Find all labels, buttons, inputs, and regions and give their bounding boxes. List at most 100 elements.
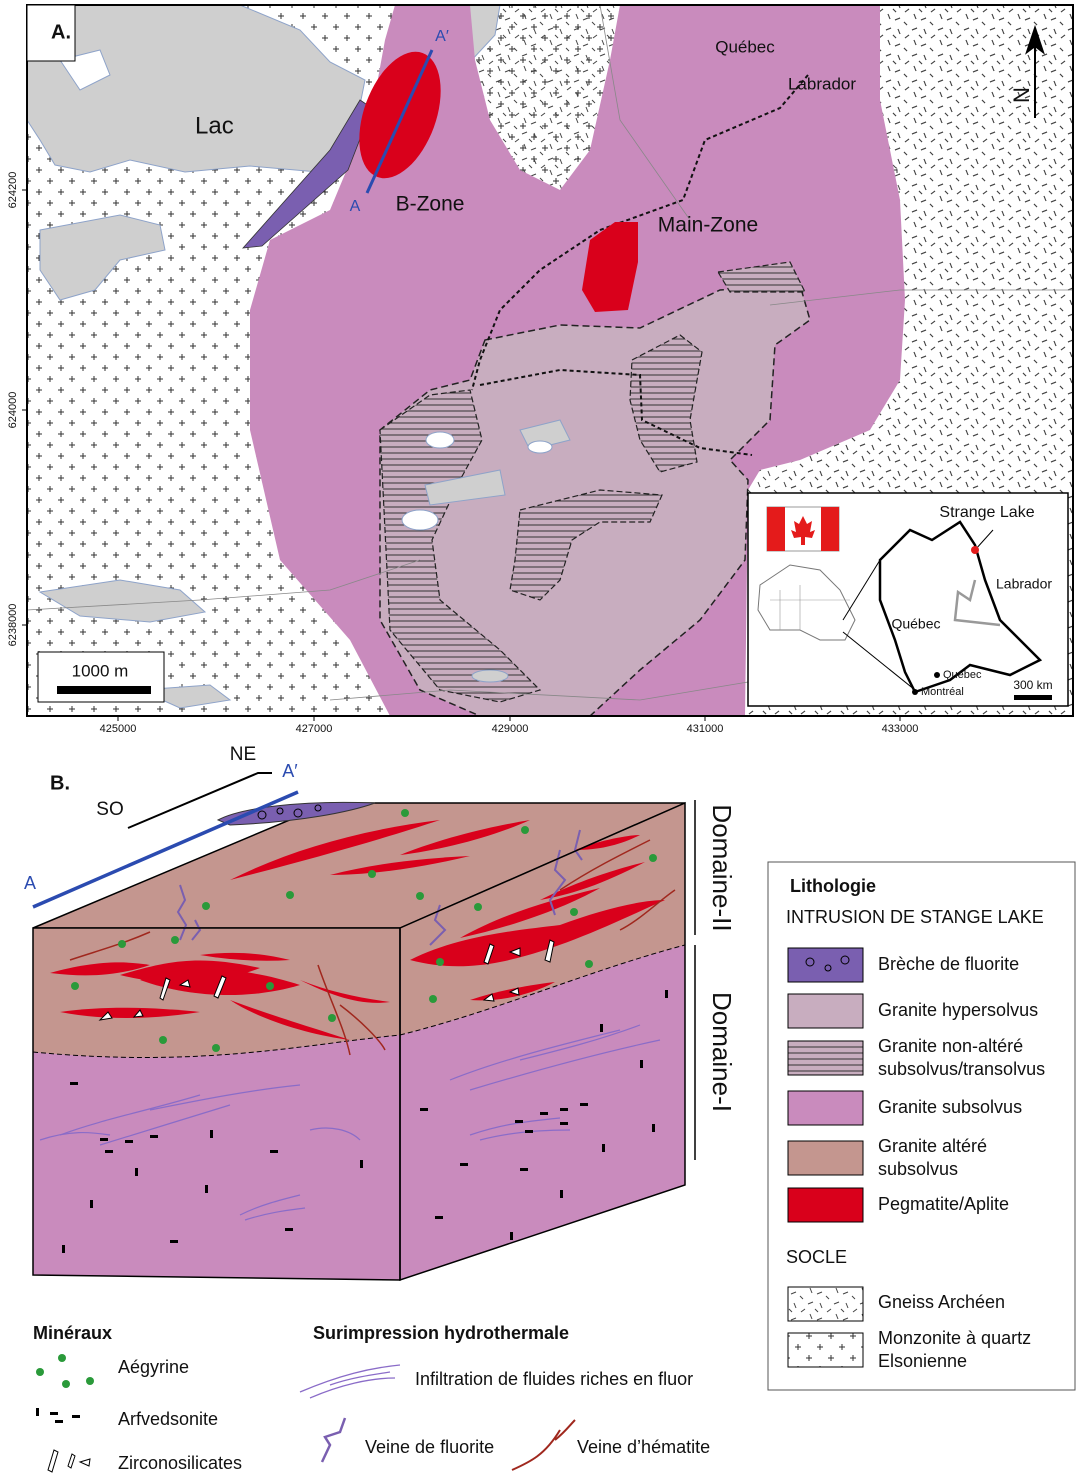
block-diagram-g-rect xyxy=(602,1144,605,1152)
key-title: Surimpression hydrothermale xyxy=(313,1323,569,1343)
legend-label: Pegmatite/Aplite xyxy=(878,1194,1009,1214)
block-diagram-g-rect xyxy=(420,1108,428,1111)
legend-g-rect xyxy=(788,1333,863,1367)
block-diagram-g-rect xyxy=(560,1122,568,1125)
block-diagram-g-rect xyxy=(560,1108,568,1111)
zone-label: B-Zone xyxy=(396,193,465,216)
map-circle xyxy=(971,546,979,554)
legend-g-rect xyxy=(788,1188,863,1222)
legend-label: subsolvus xyxy=(878,1159,958,1179)
x-coordinate: 427000 xyxy=(296,723,333,735)
map-rect xyxy=(821,507,839,551)
block-diagram-g-rect xyxy=(62,1245,65,1253)
symbol-key-g-polygon xyxy=(48,1450,58,1472)
map: A. Lac B-Zone Main-Zone Québec Labrador … xyxy=(7,5,1073,735)
legend-label: Brèche de fluorite xyxy=(878,954,1019,974)
y-coordinate: 624000 xyxy=(7,392,19,429)
symbol-key-g-circle xyxy=(62,1380,70,1388)
symbol-key-g-polygon xyxy=(68,1454,75,1468)
legend-label: subsolvus/transolvus xyxy=(878,1059,1045,1079)
legend-label: Granite hypersolvus xyxy=(878,1000,1038,1020)
region-label: Labrador xyxy=(788,74,856,93)
block-diagram: B. NE SO A A′ Domaine-II Domaine-I xyxy=(24,744,737,1280)
map-rect xyxy=(1014,695,1052,700)
direction-label: SO xyxy=(96,799,123,820)
legend: Lithologie INTRUSION DE STANGE LAKE Brèc… xyxy=(768,862,1075,1390)
block-diagram-g-circle xyxy=(436,958,444,966)
block-diagram-g-circle xyxy=(585,960,593,968)
legend-g-rect xyxy=(788,1091,863,1125)
key-label: Aégyrine xyxy=(118,1357,189,1377)
legend-label: Granite altéré xyxy=(878,1136,987,1156)
block-diagram-g-rect xyxy=(580,1103,588,1106)
x-coordinate: 433000 xyxy=(882,723,919,735)
block-diagram-g-circle xyxy=(570,908,578,916)
legend-heading: INTRUSION DE STANGE LAKE xyxy=(786,907,1044,927)
panel-label: A. xyxy=(51,21,71,43)
domain-label: Domaine-II xyxy=(707,804,737,931)
block-diagram-g-circle xyxy=(328,1014,336,1022)
inset-label: 300 km xyxy=(1013,678,1052,692)
lake-label: Lac xyxy=(195,112,234,139)
inset-label: Québec xyxy=(891,616,940,632)
legend-label: Gneiss Archéen xyxy=(878,1292,1005,1312)
legend-g-rect xyxy=(788,948,863,982)
block-diagram-g-circle xyxy=(71,982,79,990)
key-label: Veine d’hématite xyxy=(577,1437,710,1457)
block-diagram-g-rect xyxy=(205,1185,208,1193)
symbol-key-g-circle xyxy=(58,1354,66,1362)
section-label: A xyxy=(350,198,361,215)
legend-label: Granite subsolvus xyxy=(878,1097,1022,1117)
block-diagram-g-rect xyxy=(285,1228,293,1231)
symbol-key-path xyxy=(322,1418,345,1462)
x-coordinate: 429000 xyxy=(492,723,529,735)
legend-label: Granite non-altéré xyxy=(878,1036,1023,1056)
block-diagram-g-circle xyxy=(171,936,179,944)
block-diagram-g-rect xyxy=(105,1150,113,1153)
legend-g xyxy=(788,948,863,1367)
block-diagram-g-circle xyxy=(649,854,657,862)
legend-label: Monzonite à quartz xyxy=(878,1328,1031,1348)
symbol-key-g-rect xyxy=(36,1408,39,1416)
block-diagram-g-rect xyxy=(125,1140,133,1143)
symbol-key-g xyxy=(48,1450,90,1472)
block-diagram-g-circle xyxy=(401,809,409,817)
block-diagram-g-circle xyxy=(202,902,210,910)
symbol-key-g-circle xyxy=(36,1368,44,1376)
region-label: Québec xyxy=(715,37,775,56)
key-label: Zirconosilicates xyxy=(118,1453,242,1473)
block-diagram-g-rect xyxy=(460,1163,468,1166)
block-diagram-g-rect xyxy=(640,1060,643,1068)
legend-g-rect xyxy=(788,1041,863,1075)
body: A. Lac B-Zone Main-Zone Québec Labrador … xyxy=(0,0,1078,1479)
block-diagram-g-rect xyxy=(652,1124,655,1132)
inset-label: Québec xyxy=(943,669,982,681)
direction-label: NE xyxy=(230,744,256,765)
zone-label: Main-Zone xyxy=(658,214,758,237)
block-diagram-g-rect xyxy=(560,1190,563,1198)
symbol-key-g xyxy=(300,1365,400,1398)
key-label: Veine de fluorite xyxy=(365,1437,494,1457)
block-diagram-g-circle xyxy=(368,870,376,878)
symbol-key-g-rect xyxy=(55,1420,63,1423)
symbol-key-g-circle xyxy=(86,1377,94,1385)
map-rect xyxy=(767,507,785,551)
scale-label: 1000 m xyxy=(72,661,129,680)
figure: A. Lac B-Zone Main-Zone Québec Labrador … xyxy=(0,0,1078,1479)
section-label: A′ xyxy=(282,761,298,781)
legend-heading: SOCLE xyxy=(786,1247,847,1267)
block-diagram-g-rect xyxy=(435,1216,443,1219)
block-diagram-g-rect xyxy=(540,1112,548,1115)
block-diagram-g-circle xyxy=(429,995,437,1003)
block-diagram-g-circle xyxy=(212,1044,220,1052)
key-label: Arfvedsonite xyxy=(118,1409,218,1429)
legend-g-rect xyxy=(788,1287,863,1321)
y-coordinate: 6238000 xyxy=(7,604,19,647)
map-g-ellipse xyxy=(472,670,508,682)
section-label: A′ xyxy=(435,28,449,45)
map-rect xyxy=(57,686,151,694)
inset-label: Labrador xyxy=(996,576,1052,592)
block-diagram-g-circle xyxy=(159,1036,167,1044)
panel-label: B. xyxy=(50,772,70,794)
block-diagram-g-rect xyxy=(525,1130,533,1133)
